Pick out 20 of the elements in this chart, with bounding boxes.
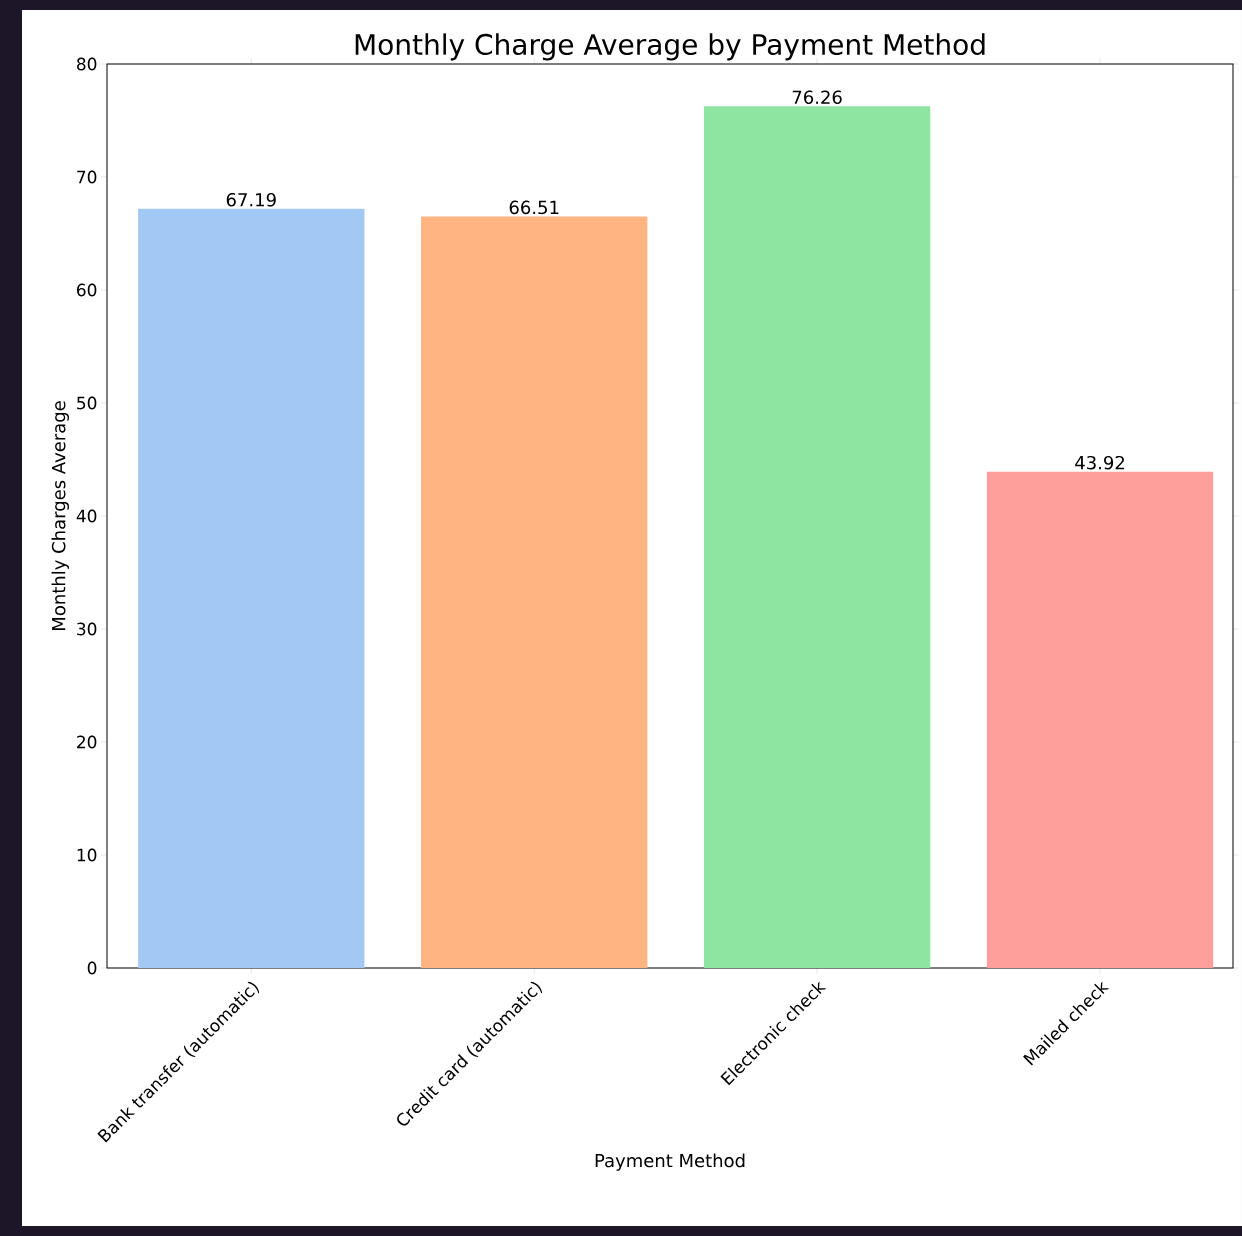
y-tick-label: 80 [77, 57, 97, 71]
bar [703, 106, 931, 968]
y-tick-label: 30 [77, 622, 97, 636]
x-axis-title: Payment Method [595, 1153, 745, 1171]
y-tick-label: 10 [77, 848, 97, 862]
data-label: 66.51 [509, 200, 559, 215]
chart-title: Monthly Charge Average by Payment Method [355, 33, 985, 61]
bar [421, 216, 648, 968]
bar [138, 208, 365, 968]
bar [986, 471, 1214, 968]
data-label: 76.26 [792, 90, 842, 105]
y-tick-label: 0 [87, 961, 97, 975]
y-tick-label: 50 [77, 396, 97, 410]
data-label: 67.19 [226, 192, 276, 207]
data-label: 43.92 [1075, 455, 1124, 470]
y-tick-label: 70 [77, 170, 97, 184]
y-tick-label: 40 [76, 509, 97, 523]
y-tick-label: 60 [77, 283, 97, 297]
y-axis-title: Monthly Charges Average [51, 401, 69, 630]
y-tick-label: 20 [77, 735, 97, 749]
